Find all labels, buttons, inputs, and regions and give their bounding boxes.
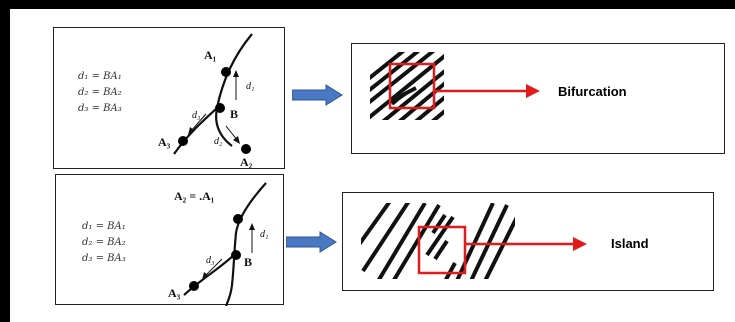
island-diagram [183,182,267,306]
point-b [215,103,225,113]
formula-d3: d₃ = BA₃ [78,103,122,114]
point-a2 [241,144,251,154]
formula-d2: d₂ = BA₂ [82,237,126,248]
d3-arrow [203,258,223,278]
ridge-branch [173,107,218,155]
bifurcation-result-panel: Bifurcation [351,43,725,154]
figure-canvas: d₁ = BA₁ d₂ = BA₂ d₃ = BA₃ A₁ B A₂ A₃ d₁… [10,9,735,322]
bifurcation-label: Bifurcation [558,84,627,99]
minutia-highlight-box [417,225,467,275]
island-result-panel: Island [342,192,714,291]
label-b: B [230,107,239,121]
point-b [231,250,241,260]
bifurcation-fingerprint [370,52,540,120]
label-a2-equals-a1: A₂ = .A₁ [174,189,215,203]
label-a3: A₃ [158,135,171,149]
island-fingerprint [361,203,587,279]
blue-arrow-bottom [286,231,337,253]
formula-d1: d₁ = BA₁ [78,71,122,82]
formula-d3: d₃ = BA₃ [82,253,126,264]
island-label: Island [611,236,649,251]
label-b: B [244,255,253,269]
label-d1: d₁ [246,81,255,92]
label-a3: A₃ [168,286,181,300]
formula-list: d₁ = BA₁ d₂ = BA₂ d₃ = BA₃ [82,219,126,267]
bifurcation-diagram [173,33,253,155]
island-diagram-panel: d₁ = BA₁ d₂ = BA₂ d₃ = BA₃ A₂ = .A₁ B A₃… [55,174,284,306]
point-a1 [221,67,231,77]
blue-arrow-top [292,84,343,106]
label-d2: d₂ [214,136,223,147]
label-a1: A₁ [204,48,217,62]
red-pointer-head [573,237,587,251]
label-d3: d₃ [192,110,201,121]
minutia-highlight-box [388,62,436,110]
formula-d2: d₂ = BA₂ [78,87,122,98]
formula-list: d₁ = BA₁ d₂ = BA₂ d₃ = BA₃ [78,69,122,117]
formula-d1: d₁ = BA₁ [82,221,126,232]
fingerprint-ridges [370,52,444,120]
ridge-line [224,182,267,306]
point-a3 [189,281,199,291]
point-a3 [178,136,188,146]
label-d3: d₃ [206,255,215,266]
point-a1 [233,214,243,224]
d3-arrow [189,113,207,133]
bifurcation-diagram-panel: d₁ = BA₁ d₂ = BA₂ d₃ = BA₃ A₁ B A₂ A₃ d₁… [53,27,285,169]
red-pointer-head [526,84,540,98]
label-d1: d₁ [260,229,269,240]
label-a2: A₂ [240,155,253,169]
